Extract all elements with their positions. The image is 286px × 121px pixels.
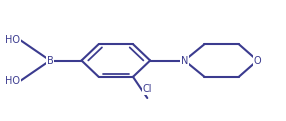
Text: Cl: Cl: [142, 84, 152, 94]
Text: HO: HO: [5, 35, 20, 45]
Text: HO: HO: [5, 76, 20, 86]
Text: N: N: [181, 56, 188, 65]
Text: O: O: [254, 56, 261, 65]
Text: B: B: [47, 56, 53, 65]
